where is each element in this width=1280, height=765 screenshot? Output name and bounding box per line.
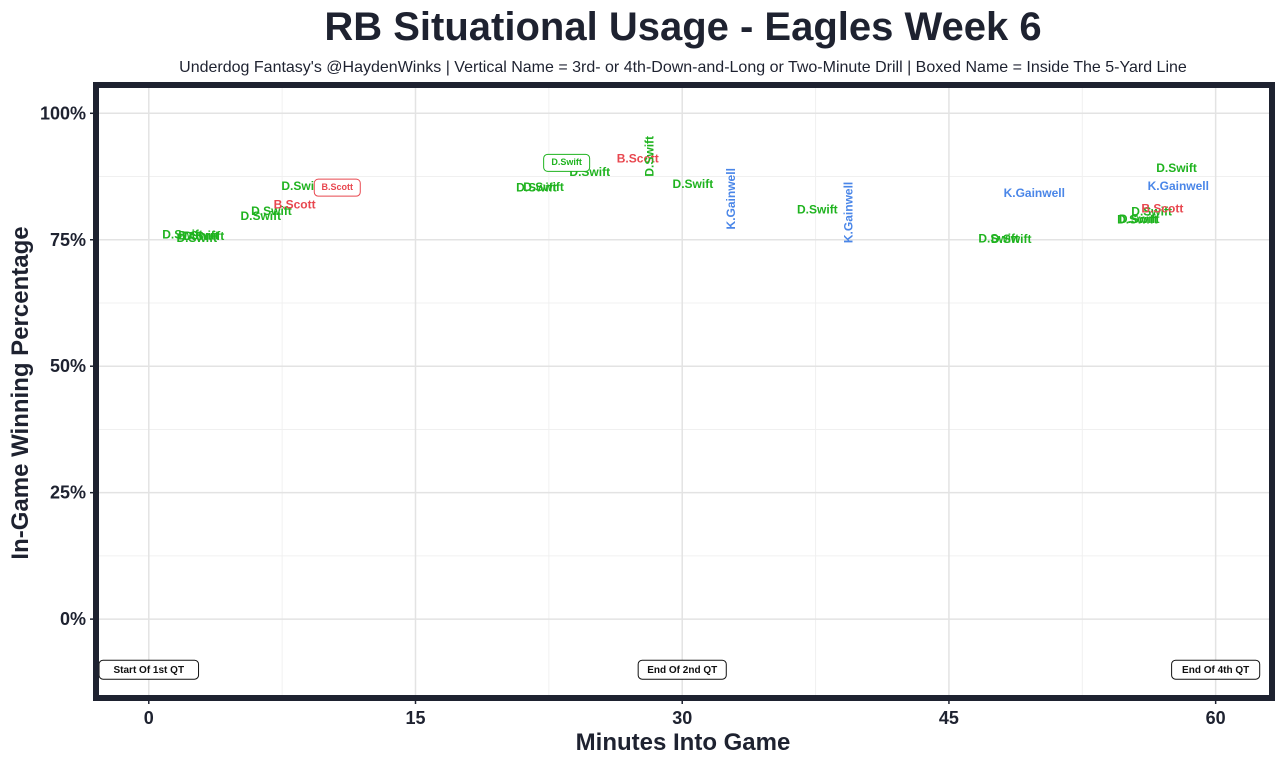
point-label: D.Swift	[178, 228, 219, 242]
point-label: D.Swift	[516, 180, 557, 194]
point-label-boxed: B.Scott	[313, 178, 361, 197]
grid	[99, 88, 1269, 695]
x-tick-label: 30	[672, 708, 692, 728]
annotation-box	[98, 659, 200, 680]
chart-title: RB Situational Usage - Eagles Week 6	[324, 5, 1041, 49]
quarter-annotation: End Of 2nd QT	[637, 659, 727, 680]
point-label-text: D.Swift	[551, 157, 582, 167]
annotation-box	[1171, 659, 1261, 680]
x-tick-label: 60	[1206, 708, 1226, 728]
x-tick-label: 45	[939, 708, 959, 728]
point-label-box	[313, 178, 361, 197]
point-label: D.Swift	[1131, 205, 1172, 219]
point-label-vertical: K.Gainwell	[842, 182, 856, 243]
point-label: D.Swift	[1117, 213, 1158, 227]
point-label-boxed: D.Swift	[543, 153, 591, 172]
point-label: D.Swift	[523, 180, 564, 194]
point-label: D.Swift	[991, 232, 1032, 246]
y-tick-label: 100%	[40, 103, 86, 123]
point-label: D.Swift	[797, 203, 838, 217]
y-axis-title: In-Game Winning Percentage	[7, 226, 34, 559]
quarter-annotation: Start Of 1st QT	[98, 659, 200, 680]
point-label: D.Swift	[978, 231, 1019, 245]
point-label: D.Swift	[176, 231, 217, 245]
annotation-text: End Of 4th QT	[1182, 665, 1249, 676]
quarter-annotations: Start Of 1st QT End Of 2nd QT End Of 4th Q…	[98, 659, 1261, 680]
point-label: D.Swift	[1156, 161, 1197, 175]
point-label: D.Swift	[251, 204, 292, 218]
plot-border	[93, 82, 1275, 701]
point-label-box	[543, 153, 591, 172]
point-label: K.Gainwell	[1004, 186, 1065, 200]
y-tick-label: 50%	[50, 356, 86, 376]
point-label: D.Swift	[184, 229, 225, 243]
annotation-text: Start Of 1st QT	[113, 665, 184, 676]
y-tick-label: 25%	[50, 483, 86, 503]
x-axis-title: Minutes Into Game	[576, 729, 791, 756]
point-label: D.Swift	[281, 179, 322, 193]
point-label-vertical: K.Gainwell	[724, 168, 738, 229]
quarter-annotation: End Of 4th QT	[1171, 659, 1261, 680]
y-tick-label: 0%	[60, 609, 86, 629]
point-label: B.Scott	[1141, 202, 1183, 216]
point-label-vertical: D.Swift	[642, 136, 656, 177]
point-label: K.Gainwell	[1148, 179, 1209, 193]
point-label: B.Scott	[617, 151, 659, 165]
annotation-text: End Of 2nd QT	[647, 665, 717, 676]
point-label: B.Scott	[274, 198, 316, 212]
x-tick-label: 0	[144, 708, 154, 728]
point-label: D.Swift	[240, 209, 281, 223]
y-axis-ticks: 0% 25% 50% 75% 100%	[40, 103, 96, 629]
y-tick-label: 75%	[50, 230, 86, 250]
data-points: D.SwiftD.SwiftD.SwiftD.SwiftD.SwiftD.Swi…	[162, 136, 1209, 246]
x-tick-label: 15	[405, 708, 425, 728]
annotation-box	[637, 659, 727, 680]
point-label: D.Swift	[673, 177, 714, 191]
point-label: D.Swift	[162, 227, 203, 241]
point-label: D.Swift	[1119, 212, 1160, 226]
x-axis-ticks: 0 15 30 45 60	[144, 698, 1226, 728]
chart-subtitle: Underdog Fantasy's @HaydenWinks | Vertic…	[179, 59, 1187, 76]
point-label-text: B.Scott	[322, 182, 354, 192]
